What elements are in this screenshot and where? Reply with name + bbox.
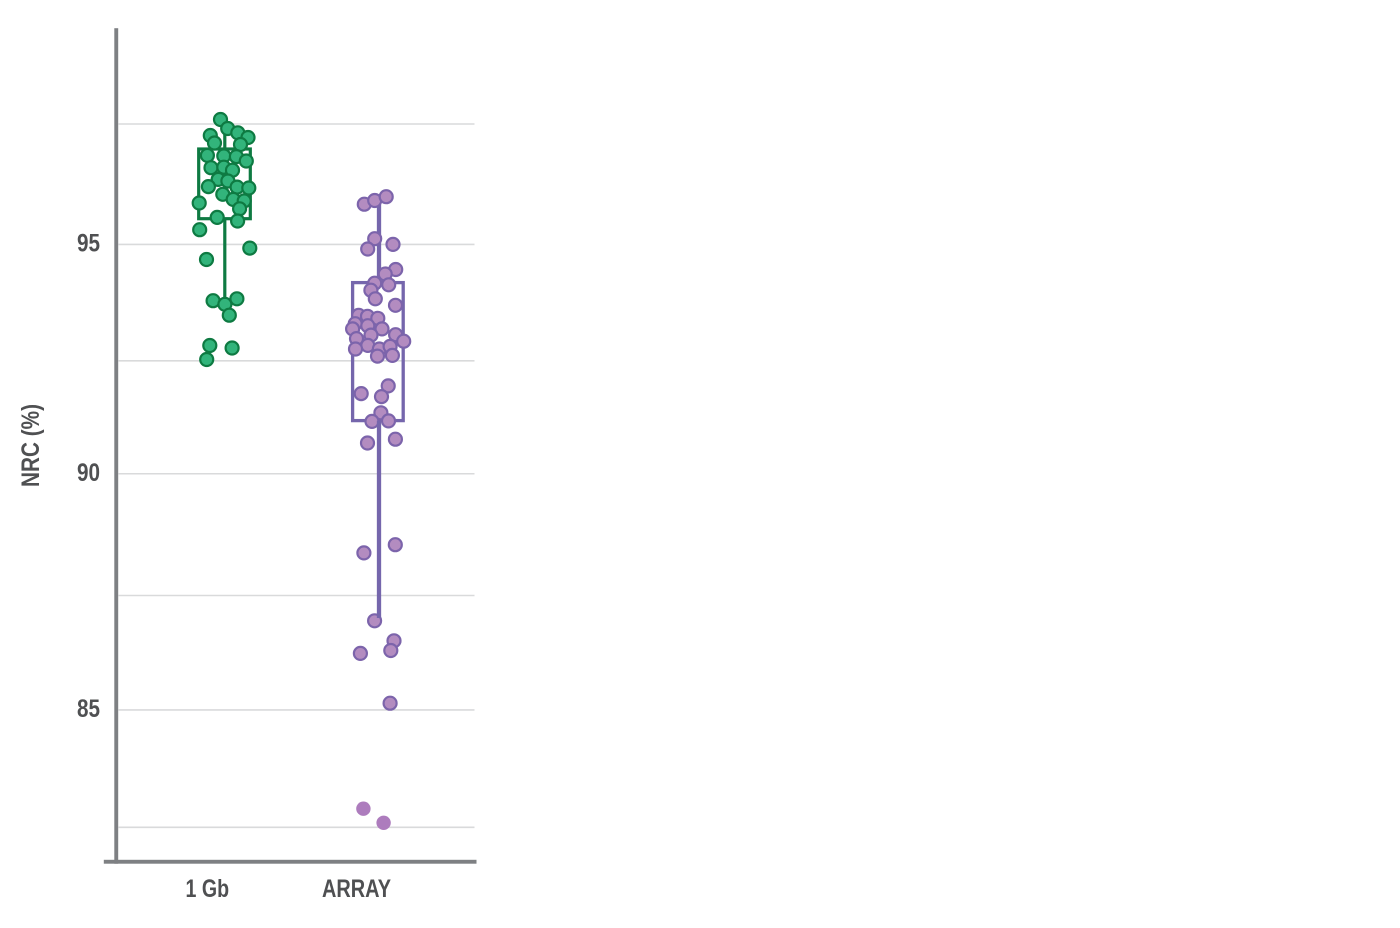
svg-text:ARRAY: ARRAY bbox=[322, 875, 391, 903]
svg-text:NRC (%): NRC (%) bbox=[17, 404, 45, 487]
svg-text:90: 90 bbox=[77, 459, 100, 487]
svg-text:85: 85 bbox=[77, 695, 100, 723]
svg-text:1 Gb: 1 Gb bbox=[186, 875, 230, 903]
svg-text:95: 95 bbox=[77, 229, 100, 257]
